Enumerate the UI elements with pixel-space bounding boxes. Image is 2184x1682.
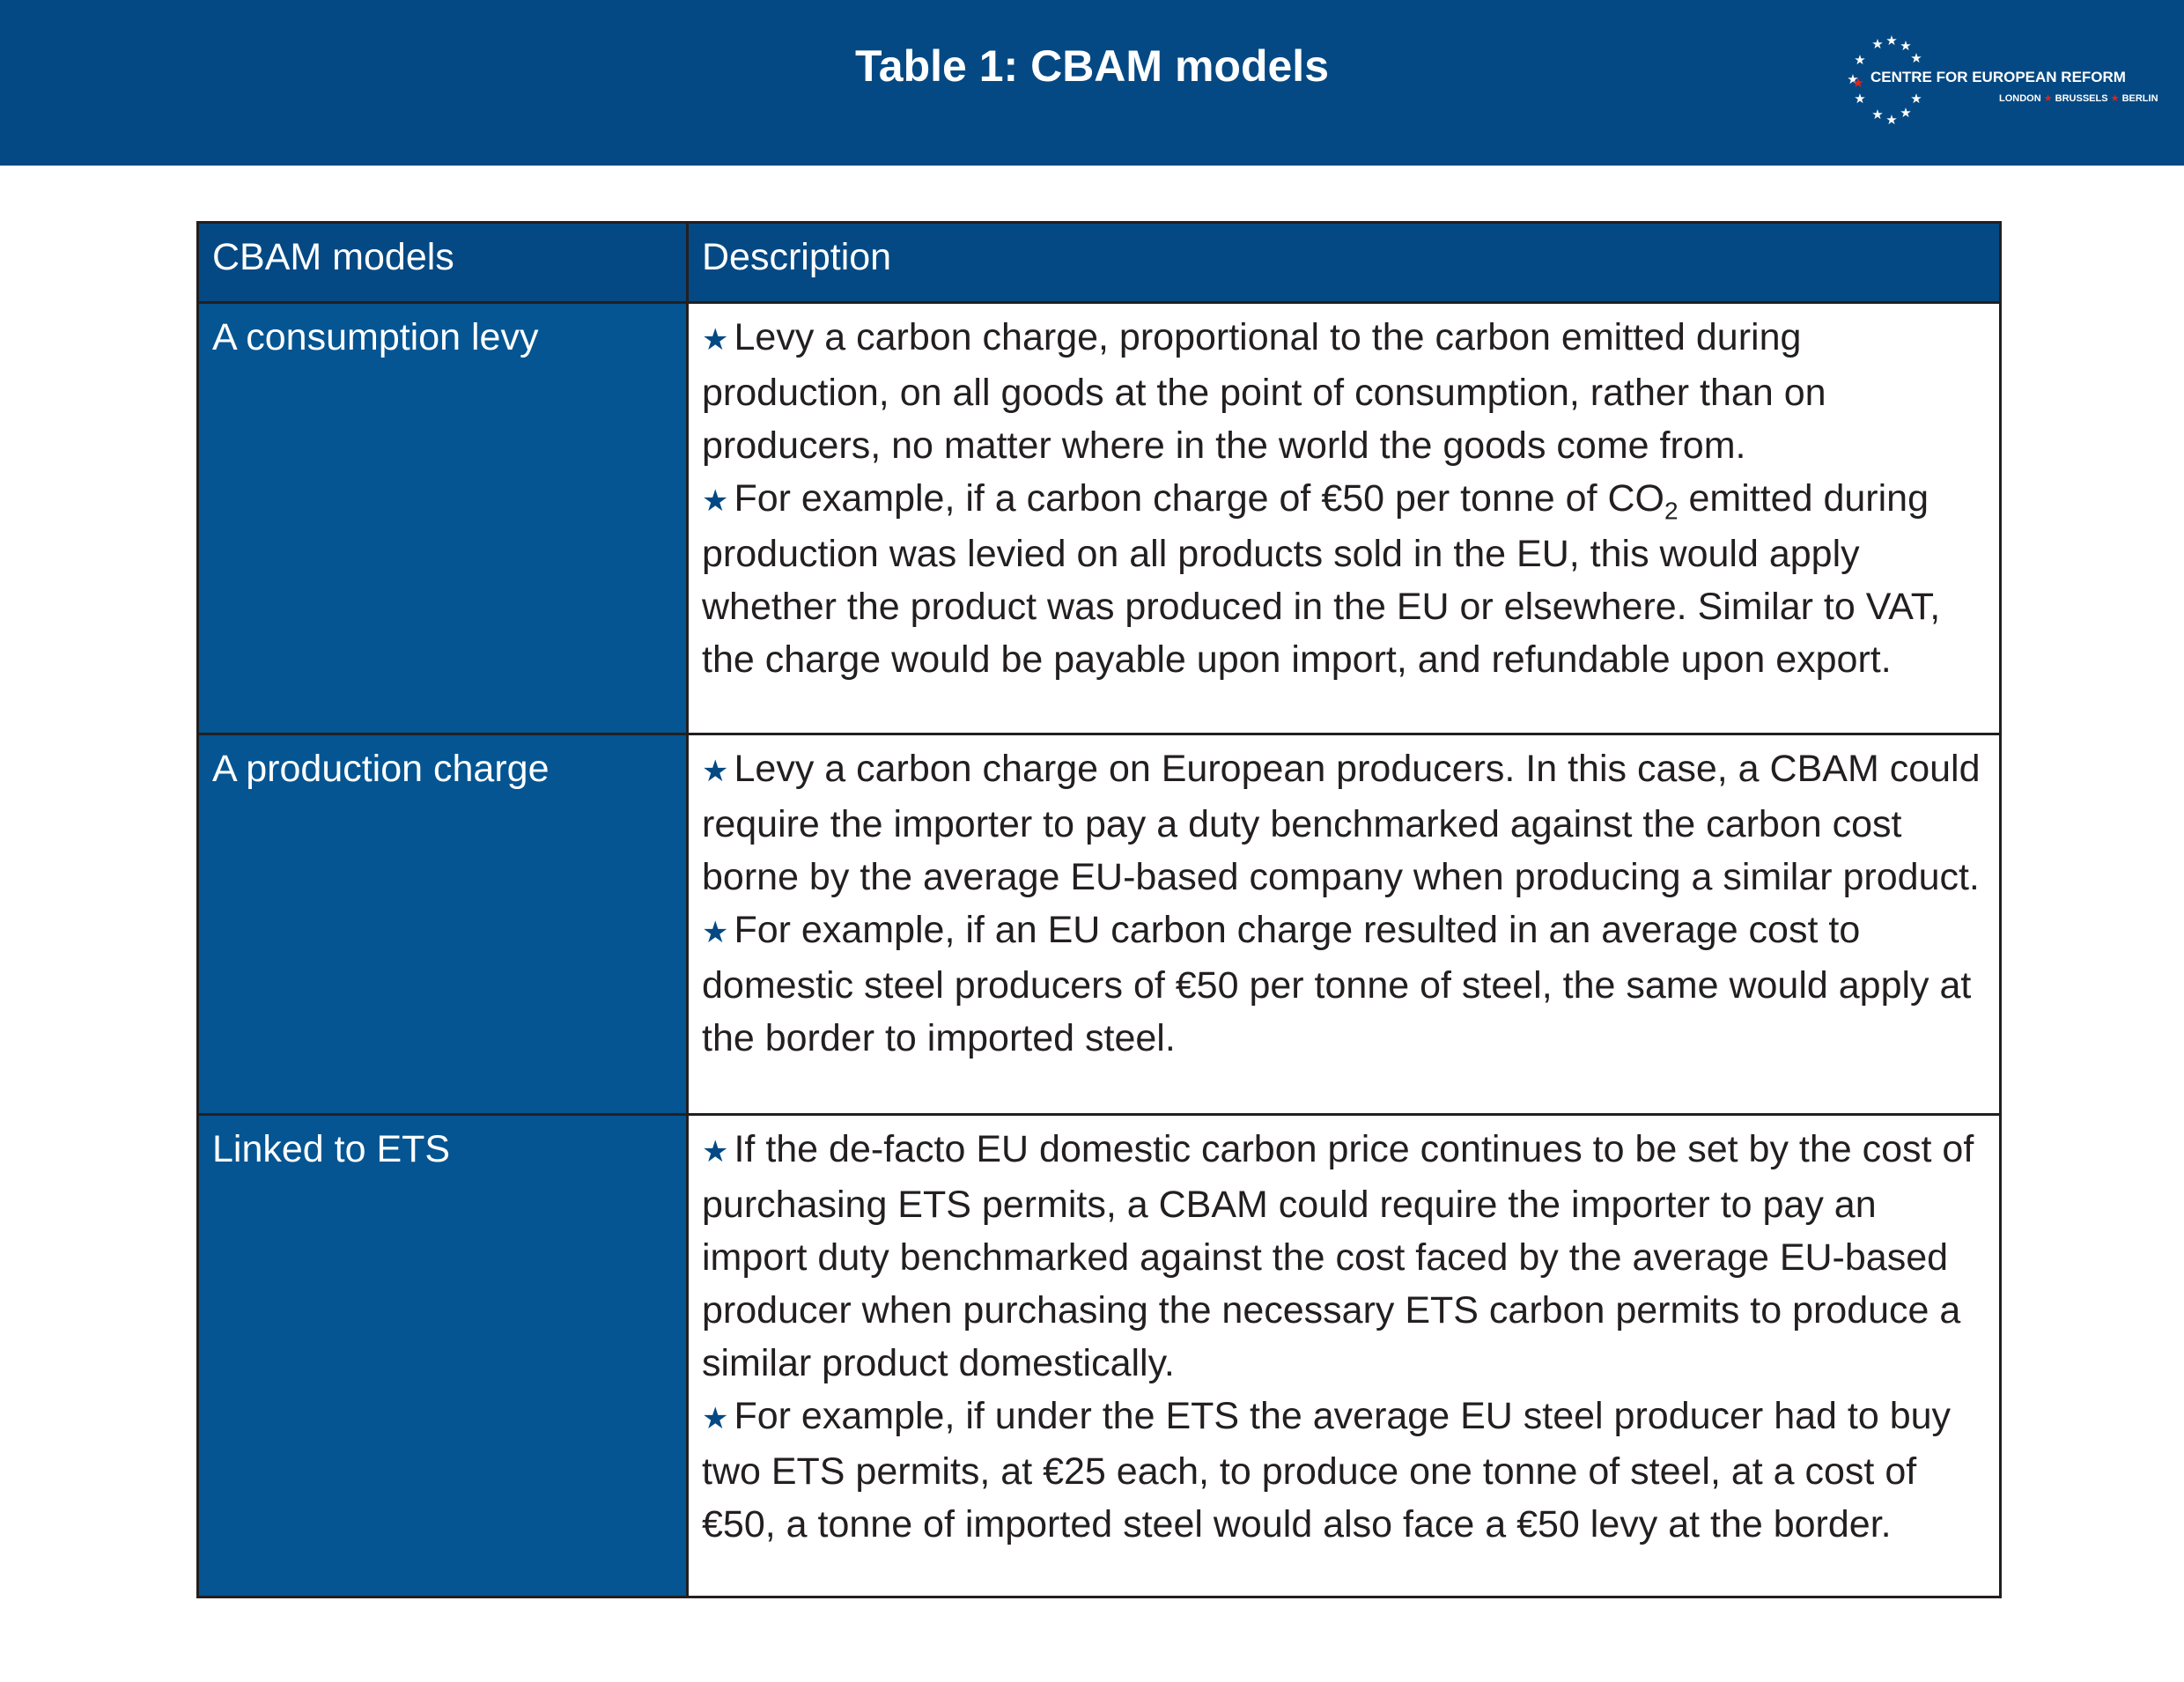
bullet-text: Levy a carbon charge on European produce… <box>702 748 1981 898</box>
column-header-description: Description <box>686 221 2002 304</box>
bullet-text: If the de-facto EU domestic carbon price… <box>702 1128 1974 1384</box>
table-header-row: CBAM models Description <box>196 221 2002 304</box>
svg-text:★: ★ <box>1910 91 1922 107</box>
svg-text:★: ★ <box>1885 35 1897 48</box>
bullet-text: Levy a carbon charge, proportional to th… <box>702 316 1826 467</box>
description-bullet: ★ Levy a carbon charge on European produc… <box>702 742 1986 904</box>
model-cell: A production charge <box>196 733 689 1116</box>
description-bullet: ★ If the de-facto EU domestic carbon pric… <box>702 1123 1986 1390</box>
bullet-text: For example, if a carbon charge of €50 p… <box>702 477 1941 681</box>
cbam-models-table: CBAM models Description A consumption le… <box>196 221 2002 1598</box>
svg-text:★: ★ <box>1854 52 1865 68</box>
star-icon: ★ <box>702 1135 729 1169</box>
model-cell: A consumption levy <box>196 301 689 735</box>
svg-text:★: ★ <box>1871 107 1883 122</box>
svg-text:★: ★ <box>1854 91 1865 107</box>
logo-name: CENTRE FOR EUROPEAN REFORM <box>1870 69 2126 85</box>
cer-logo: ★ ★ ★ ★ ★ ★ ★ ★ ★ ★ ★ ★ ★ CENTRE FOR EUR… <box>1841 35 2158 132</box>
column-header-models: CBAM models <box>196 221 689 304</box>
description-bullet: ★ For example, if a carbon charge of €50 … <box>702 472 1986 686</box>
description-cell: ★ Levy a carbon charge, proportional to t… <box>686 301 2002 735</box>
star-icon: ★ <box>702 755 729 788</box>
svg-text:★: ★ <box>1885 112 1897 128</box>
logo-city-berlin: BERLIN <box>2121 93 2158 104</box>
svg-text:★: ★ <box>1871 36 1883 52</box>
svg-text:★: ★ <box>1910 50 1922 66</box>
logo-city-london: LONDON <box>1999 93 2041 104</box>
svg-text:★: ★ <box>1852 75 1863 91</box>
svg-text:★: ★ <box>1900 105 1911 121</box>
description-cell: ★ Levy a carbon charge on European produc… <box>686 733 2002 1116</box>
table-row: Linked to ETS ★ If the de-facto EU domest… <box>196 1113 2002 1598</box>
description-bullet: ★ For example, if an EU carbon charge res… <box>702 904 1986 1065</box>
table-row: A production charge ★ Levy a carbon charg… <box>196 733 2002 1116</box>
star-icon: ★ <box>702 484 729 518</box>
description-bullet: ★ For example, if under the ETS the avera… <box>702 1390 1986 1551</box>
bullet-text: For example, if an EU carbon charge resu… <box>702 909 1972 1059</box>
red-star-icon: ★ <box>1852 75 1863 91</box>
logo-cities: LONDON ★ BRUSSELS ★ BERLIN <box>1999 92 2158 105</box>
bullet-text: For example, if under the ETS the averag… <box>702 1395 1952 1546</box>
page-header: Table 1: CBAM models ★ ★ ★ ★ ★ ★ ★ ★ ★ ★… <box>0 0 2184 166</box>
logo-city-brussels: BRUSSELS <box>2055 93 2108 104</box>
star-icon: ★ <box>702 323 729 357</box>
star-icon: ★ <box>702 1402 729 1435</box>
svg-text:★: ★ <box>1900 38 1911 54</box>
logo-separator-star-icon: ★ <box>2110 93 2120 104</box>
description-bullet: ★ Levy a carbon charge, proportional to t… <box>702 311 1986 472</box>
model-cell: Linked to ETS <box>196 1113 689 1598</box>
description-cell: ★ If the de-facto EU domestic carbon pric… <box>686 1113 2002 1598</box>
star-icon: ★ <box>702 916 729 949</box>
logo-separator-star-icon: ★ <box>2043 93 2053 104</box>
eu-star-circle-icon: ★ ★ ★ ★ ★ ★ ★ ★ ★ ★ ★ ★ <box>1847 35 1922 128</box>
table-row: A consumption levy ★ Levy a carbon charge… <box>196 301 2002 735</box>
svg-text:★: ★ <box>1847 71 1858 87</box>
page-title: Table 1: CBAM models <box>854 41 1330 91</box>
